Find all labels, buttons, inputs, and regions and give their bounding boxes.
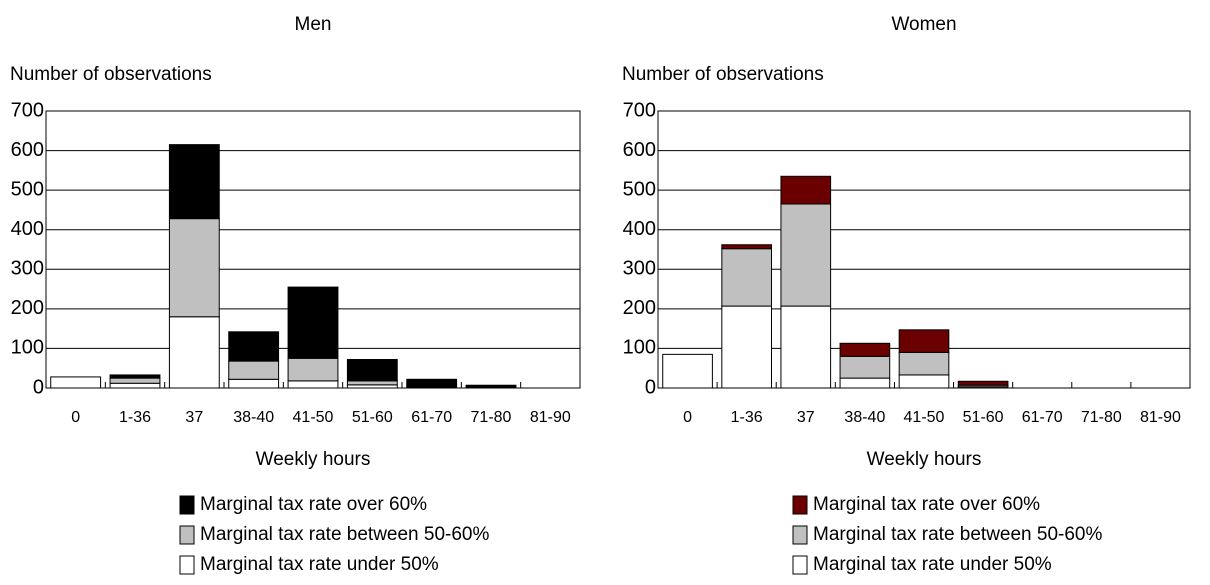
x-tick-label: 0 — [71, 409, 80, 426]
y-tick-label: 300 — [11, 258, 44, 280]
bar-segment — [465, 384, 517, 389]
bar-segment — [721, 248, 772, 307]
bar-segment — [109, 382, 161, 389]
x-tick-label: 51-60 — [352, 409, 393, 426]
bar-segment — [839, 342, 891, 357]
legend-swatch — [792, 525, 808, 545]
y-tick-label: 400 — [11, 218, 44, 240]
y-tick-label: 200 — [623, 297, 656, 319]
bar-segment — [346, 359, 398, 382]
x-tick-label: 61-70 — [1022, 409, 1063, 426]
x-axis-title: Weekly hours — [256, 449, 371, 470]
bar-segment — [721, 244, 772, 250]
bar-segment — [898, 374, 950, 389]
bar-segment — [287, 357, 339, 382]
y-tick-label: 0 — [33, 376, 44, 398]
bar-segment — [780, 175, 832, 205]
bar-segment — [109, 374, 161, 379]
legend-label: Marginal tax rate under 50% — [200, 554, 439, 575]
y-tick-label: 100 — [11, 337, 44, 359]
bar-segment — [898, 351, 950, 376]
legend-label: Marginal tax rate between 50-60% — [200, 524, 489, 545]
y-tick-label: 0 — [645, 376, 656, 398]
legend-label: Marginal tax rate over 60% — [200, 494, 427, 515]
x-tick-label: 81-90 — [1140, 409, 1181, 426]
bar-segment — [839, 355, 891, 379]
bar-segment — [957, 380, 1009, 386]
legend-swatch — [179, 495, 195, 515]
bar-segment — [406, 378, 458, 388]
bar-segment — [228, 378, 280, 389]
legend-label: Marginal tax rate over 60% — [813, 494, 1040, 515]
y-axis-title: Number of observations — [622, 64, 824, 85]
x-tick-label: 37 — [797, 409, 815, 426]
y-tick-label: 600 — [11, 139, 44, 161]
y-tick-label: 200 — [11, 297, 44, 319]
bar-segment — [168, 218, 220, 318]
y-tick-label: 500 — [11, 178, 44, 200]
bar-segment — [228, 331, 280, 362]
y-tick-label: 700 — [623, 99, 656, 121]
x-tick-label: 0 — [683, 409, 692, 426]
bar-segment — [168, 144, 220, 220]
chart-title: Men — [295, 14, 332, 35]
bar-segment — [898, 329, 950, 353]
x-tick-label: 41-50 — [293, 409, 334, 426]
bar-segment — [780, 203, 832, 307]
x-tick-label: 71-80 — [471, 409, 512, 426]
x-tick-label: 38-40 — [233, 409, 274, 426]
legend-label: Marginal tax rate under 50% — [813, 554, 1052, 575]
bar-segment — [109, 377, 161, 384]
legend-swatch — [792, 555, 808, 575]
legend-swatch — [792, 495, 808, 515]
legend-swatch — [179, 555, 195, 575]
x-tick-label: 38-40 — [844, 409, 885, 426]
y-tick-label: 500 — [623, 178, 656, 200]
x-tick-label: 1-36 — [731, 409, 763, 426]
x-tick-label: 81-90 — [530, 409, 571, 426]
bar-segment — [662, 353, 713, 389]
x-tick-label: 71-80 — [1081, 409, 1122, 426]
y-tick-label: 600 — [623, 139, 656, 161]
x-tick-label: 1-36 — [119, 409, 151, 426]
x-tick-label: 41-50 — [904, 409, 945, 426]
legend-label: Marginal tax rate between 50-60% — [813, 524, 1102, 545]
bar-segment — [839, 377, 891, 389]
bar-segment — [168, 316, 220, 389]
bar-segment — [228, 360, 280, 380]
y-axis-title: Number of observations — [10, 64, 212, 85]
bar-segment — [287, 380, 339, 389]
chart-title: Women — [891, 14, 956, 35]
x-tick-label: 61-70 — [411, 409, 452, 426]
bar-segment — [346, 380, 398, 386]
y-tick-label: 400 — [623, 218, 656, 240]
x-tick-label: 37 — [185, 409, 203, 426]
bar-segment — [50, 376, 102, 389]
bar-segment — [287, 286, 339, 359]
legend-swatch — [179, 525, 195, 545]
y-tick-label: 100 — [623, 337, 656, 359]
bar-segment — [780, 305, 832, 389]
y-tick-label: 300 — [623, 258, 656, 280]
y-tick-label: 700 — [11, 99, 44, 121]
bar-segment — [721, 305, 772, 389]
x-axis-title: Weekly hours — [867, 449, 982, 470]
x-tick-label: 51-60 — [963, 409, 1004, 426]
